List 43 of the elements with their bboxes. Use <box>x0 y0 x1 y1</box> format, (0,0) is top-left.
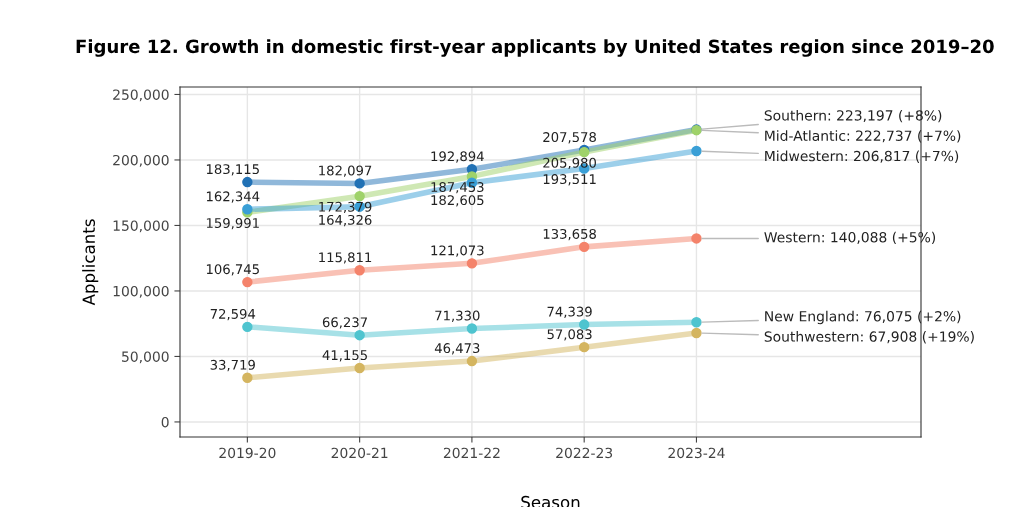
chart-title: Figure 12. Growth in domestic first-year applicants by United States region since 2019–20 <box>76 39 994 57</box>
annotation: Western: 140,088 (+5%) <box>764 231 936 245</box>
data-label: 57,083 <box>547 329 592 341</box>
data-label: 115,811 <box>319 252 372 264</box>
data-label: 182,605 <box>431 195 484 207</box>
data-label: 164,326 <box>319 214 372 227</box>
data-label: 33,719 <box>210 359 255 372</box>
data-label: 192,894 <box>431 151 484 163</box>
annotation: Mid-Atlantic: 222,737 (+7%) <box>765 130 961 143</box>
data-label: 159,991 <box>206 218 259 230</box>
data-label: 133,658 <box>543 228 596 241</box>
y-tick-label: 50,000 <box>122 351 169 364</box>
y-axis-title: Applicants <box>82 219 99 306</box>
data-label: 74,339 <box>547 306 592 318</box>
x-tick-label: 2020-21 <box>331 447 388 459</box>
y-tick-label: 250,000 <box>113 89 169 102</box>
data-label: 172,379 <box>319 201 372 214</box>
annotation: Southwestern: 67,908 (+19%) <box>764 331 974 344</box>
data-label: 207,578 <box>543 132 596 144</box>
data-label: 183,115 <box>206 164 259 176</box>
data-label: 71,330 <box>435 310 480 322</box>
data-label: 46,473 <box>434 343 480 355</box>
annotation: New England: 76,075 (+2%) <box>765 310 961 325</box>
data-label: 72,594 <box>210 308 256 321</box>
x-tick-label: 2023-24 <box>668 447 725 459</box>
x-tick-label: 2019-20 <box>219 447 276 459</box>
y-tick-label: 200,000 <box>113 154 169 167</box>
data-label: 187,453 <box>431 182 484 194</box>
data-label: 162,344 <box>206 191 260 203</box>
data-label: 193,511 <box>543 174 596 186</box>
x-tick-label: 2022-23 <box>556 447 613 459</box>
annotation: Midwestern: 206,817 (+7%) <box>765 150 959 163</box>
data-label: 106,745 <box>206 264 259 276</box>
y-tick-label: 150,000 <box>113 220 169 233</box>
data-label: 41,155 <box>322 350 367 362</box>
x-tick-label: 2021-22 <box>443 447 500 459</box>
data-label: 66,237 <box>322 317 367 329</box>
data-label: 182,097 <box>319 165 372 177</box>
y-tick-label: 0 <box>161 416 169 428</box>
y-tick-label: 100,000 <box>113 285 169 298</box>
data-label: 121,073 <box>431 245 484 257</box>
data-label: 205,980 <box>543 157 596 170</box>
annotation: Southern: 223,197 (+8%) <box>764 109 942 123</box>
